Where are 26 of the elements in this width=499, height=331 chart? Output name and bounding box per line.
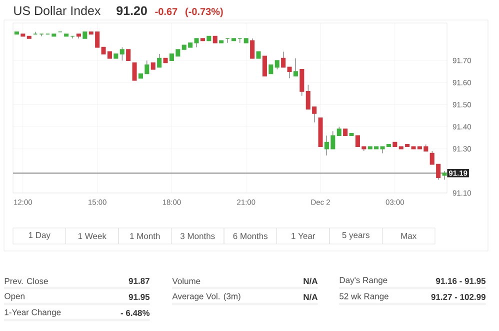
text: 5 years xyxy=(342,232,370,240)
text: Volume xyxy=(172,278,200,284)
text: 91.20 xyxy=(116,6,147,16)
text: 3 Months xyxy=(180,232,215,240)
text: Max xyxy=(401,233,417,239)
text: 91.87 xyxy=(128,278,150,284)
text: 1 Year xyxy=(292,233,316,239)
text: 91.16 - 91.95 xyxy=(436,278,486,284)
text: Prev. Close xyxy=(4,278,48,284)
text: 91.95 xyxy=(128,294,150,300)
chart-title: US Dollar Index xyxy=(14,6,101,16)
text: Open xyxy=(4,293,24,301)
text: 1-Year Change xyxy=(4,309,61,317)
text: - 6.48% xyxy=(120,310,150,316)
text: 1 Day xyxy=(28,232,50,240)
text: Average Vol. (3m) xyxy=(172,293,240,301)
text: 91.27 - 102.99 xyxy=(431,294,486,300)
text: 1 Week xyxy=(78,232,106,240)
text: 1 Month xyxy=(130,232,160,240)
text: (-0.73%) xyxy=(186,8,223,18)
text: N/A xyxy=(304,278,318,284)
text: 52 wk Range xyxy=(340,293,388,301)
text: 6 Months xyxy=(233,232,268,240)
text: -0.67 xyxy=(155,8,178,16)
text: N/A xyxy=(304,294,318,300)
text: Day's Range xyxy=(340,277,388,285)
